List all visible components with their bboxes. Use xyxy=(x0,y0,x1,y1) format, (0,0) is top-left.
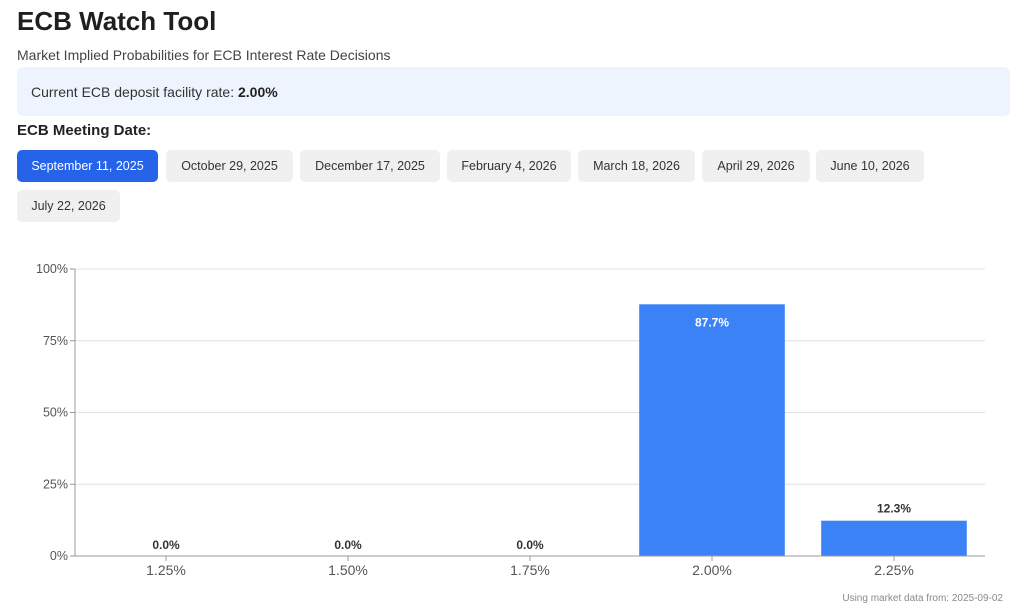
tab-meeting-date[interactable]: July 22, 2026 xyxy=(17,190,120,222)
tab-meeting-date[interactable]: March 18, 2026 xyxy=(578,150,695,182)
x-tick-label: 1.25% xyxy=(146,562,186,578)
y-tick-label: 50% xyxy=(43,406,68,420)
probability-bar-chart: 0.0% 0.0% 0.0% 87.7% 12.3% 0% 25% 50% 75% 100% 1.… xyxy=(36,262,985,578)
bar-value-label: 87.7% xyxy=(695,315,729,329)
tab-meeting-date[interactable]: April 29, 2026 xyxy=(702,150,810,182)
tab-meeting-date[interactable]: September 11, 2025 xyxy=(17,150,158,182)
bar xyxy=(821,520,967,556)
page-title: ECB Watch Tool xyxy=(17,6,217,36)
current-rate-text: Current ECB deposit facility rate: 2.00% xyxy=(31,84,278,100)
tab-meeting-date[interactable]: February 4, 2026 xyxy=(447,150,571,182)
bar-value-label: 0.0% xyxy=(152,538,180,552)
tab-meeting-date[interactable]: June 10, 2026 xyxy=(816,150,924,182)
y-tick-label: 100% xyxy=(36,262,68,276)
bar xyxy=(639,304,785,556)
tab-meeting-date[interactable]: October 29, 2025 xyxy=(166,150,293,182)
x-tick-label: 2.00% xyxy=(692,562,732,578)
bar-value-label: 0.0% xyxy=(334,538,362,552)
bar-value-label: 0.0% xyxy=(516,538,544,552)
tab-meeting-date[interactable]: December 17, 2025 xyxy=(300,150,440,182)
y-tick-label: 0% xyxy=(50,549,68,563)
x-tick-label: 1.50% xyxy=(328,562,368,578)
y-tick-label: 25% xyxy=(43,477,68,491)
meeting-date-label: ECB Meeting Date: xyxy=(17,122,152,139)
current-rate-label: Current ECB deposit facility rate: xyxy=(31,84,238,100)
y-tick-label: 75% xyxy=(43,334,68,348)
x-tick-label: 1.75% xyxy=(510,562,550,578)
data-source-note: Using market data from: 2025-09-02 xyxy=(842,593,1003,604)
current-rate-panel: Current ECB deposit facility rate: 2.00% xyxy=(17,67,1010,116)
bar-value-label: 12.3% xyxy=(877,502,911,516)
page-subtitle: Market Implied Probabilities for ECB Int… xyxy=(17,47,391,63)
x-tick-label: 2.25% xyxy=(874,562,914,578)
current-rate-value: 2.00% xyxy=(237,84,278,100)
